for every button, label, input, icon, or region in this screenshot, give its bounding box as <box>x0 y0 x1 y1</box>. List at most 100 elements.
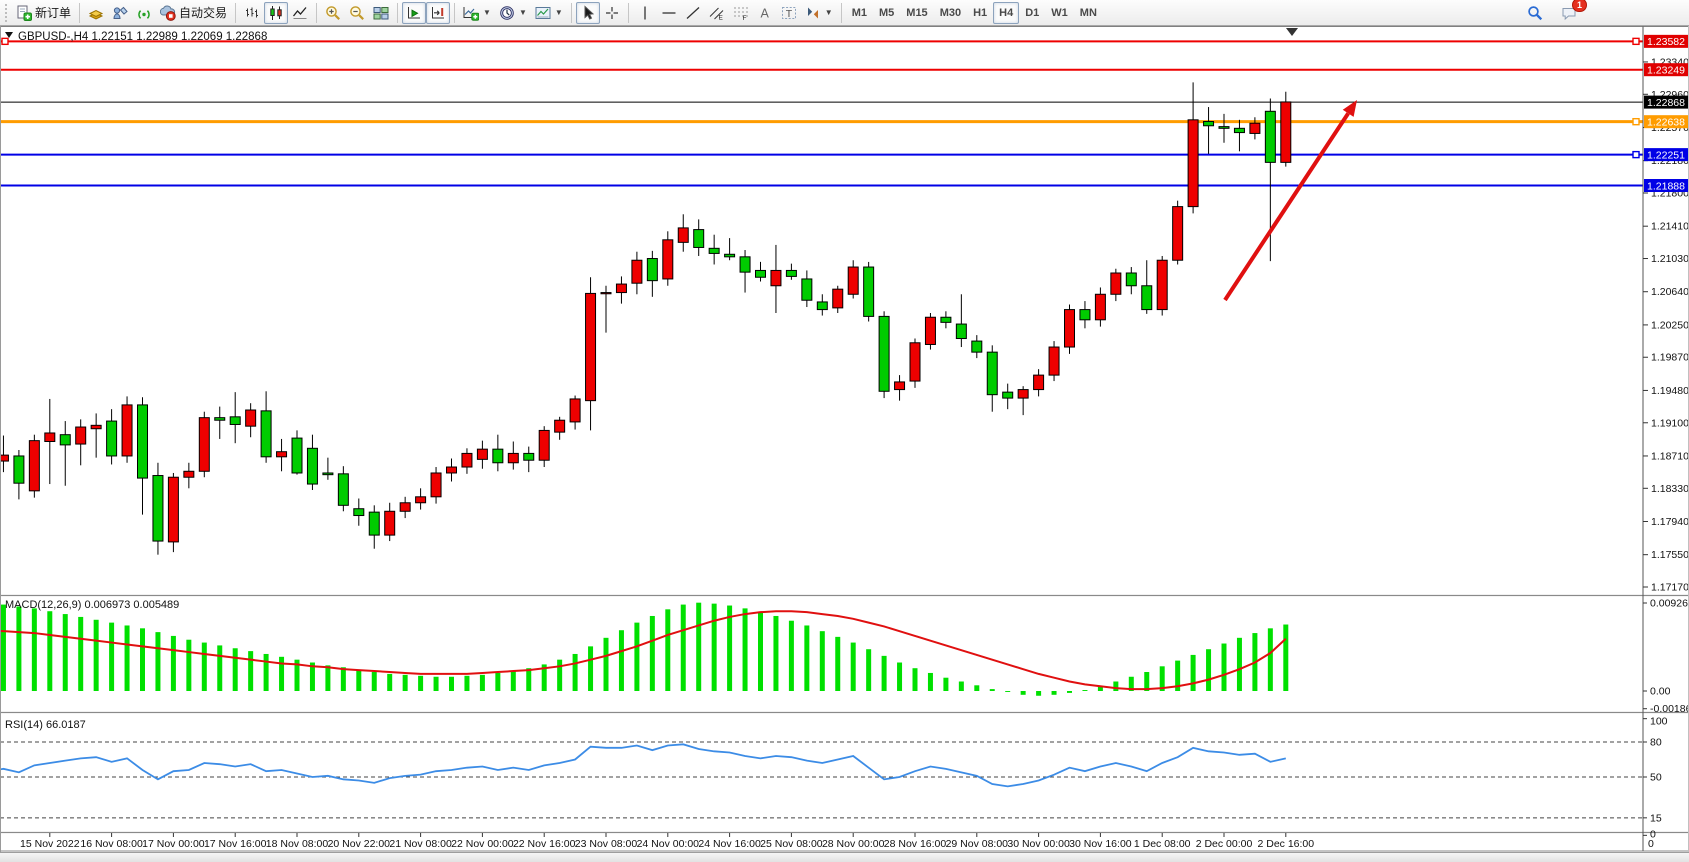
candle <box>1203 121 1215 127</box>
price-tick-label: 1.21410 <box>1651 221 1689 233</box>
line-chart-button[interactable] <box>288 2 312 24</box>
auto-scroll-button[interactable] <box>402 1 427 24</box>
trend-arrow[interactable] <box>1223 112 1350 302</box>
candle <box>1110 272 1122 295</box>
chevron-down-icon[interactable]: ▼ <box>483 8 491 17</box>
candle <box>1172 206 1184 261</box>
vertical-line-button[interactable] <box>633 2 657 24</box>
timeframe-mn-button[interactable]: MN <box>1079 6 1097 19</box>
time-tick-label: 18 Nov 08:00 <box>266 838 329 850</box>
candle <box>832 288 844 309</box>
timeframe-h1-button[interactable]: H1 <box>973 6 988 19</box>
candle <box>152 475 164 542</box>
profiles-icon <box>500 5 514 20</box>
cursor-icon <box>584 4 594 20</box>
line-handle[interactable] <box>1632 37 1640 46</box>
price-label: 1.21888 <box>1647 180 1685 192</box>
market-watch-button[interactable] <box>84 2 108 24</box>
timeframe-h4-button[interactable]: H4 <box>993 1 1020 24</box>
autotrading-button[interactable]: 自动交易 <box>156 2 231 24</box>
chevron-down-icon[interactable]: ▼ <box>554 8 563 17</box>
macd-bar <box>835 636 841 691</box>
strategy-tester-button[interactable] <box>108 2 132 24</box>
macd-bar <box>912 668 918 691</box>
new-chart-icon <box>463 6 480 21</box>
macd-signal-line <box>0 610 1287 691</box>
signals-button[interactable] <box>132 2 156 24</box>
notifications-button[interactable]: 1 <box>1557 0 1587 24</box>
zoom-in-button[interactable] <box>321 2 345 24</box>
chart-shift-button[interactable] <box>426 1 451 24</box>
candle <box>291 437 303 474</box>
templates-button[interactable]: ▼ <box>531 2 567 24</box>
time-tick-label: 28 Nov 00:00 <box>822 838 885 850</box>
macd-axis-label: 0.00 <box>1650 686 1671 698</box>
candle <box>569 398 581 423</box>
candle <box>986 351 998 396</box>
line-handle[interactable] <box>1632 150 1640 159</box>
price-label-box <box>1644 34 1688 48</box>
macd-bar <box>495 672 501 691</box>
candle <box>137 404 148 479</box>
timeframe-w1-button[interactable]: W1 <box>1051 6 1068 19</box>
arrows-button[interactable]: ▼ <box>801 2 837 24</box>
timeframe-m30-button[interactable]: M30 <box>939 6 962 19</box>
trend-arrow-head[interactable] <box>1342 100 1357 117</box>
line-handle[interactable] <box>1632 117 1640 126</box>
candle <box>368 511 380 536</box>
chart-menu-icon[interactable] <box>5 32 13 38</box>
candle <box>461 452 473 468</box>
macd-axis-label: -0.001865 <box>1650 703 1689 715</box>
macd-bar <box>279 656 285 691</box>
zoom-out-button[interactable] <box>345 2 369 24</box>
candle <box>894 381 906 391</box>
svg-text:F: F <box>742 15 746 21</box>
time-tick-label: 22 Nov 16:00 <box>513 838 576 850</box>
time-tick-label: 30 Nov 00:00 <box>1007 838 1070 850</box>
candle <box>693 229 705 248</box>
new-order-icon <box>17 5 32 21</box>
macd-bar <box>309 662 315 691</box>
line-handle[interactable] <box>1 37 9 46</box>
candlestick-chart-button[interactable] <box>264 1 289 24</box>
timeframe-m1-button[interactable]: M1 <box>851 6 867 19</box>
macd-bar <box>1036 691 1042 696</box>
text-button[interactable]: A <box>753 2 777 24</box>
timeframe-d1-button[interactable]: D1 <box>1025 6 1040 19</box>
search-button[interactable] <box>1523 2 1547 24</box>
trendline-button[interactable] <box>681 2 705 24</box>
cursor-button[interactable] <box>575 1 600 24</box>
price-tick-label: 1.17550 <box>1651 549 1689 561</box>
crosshair-button[interactable] <box>600 2 624 24</box>
rsi-line <box>0 743 1286 788</box>
time-tick-label: 24 Nov 00:00 <box>637 838 700 850</box>
macd-bar <box>758 612 763 691</box>
profiles-button[interactable]: ▼ <box>495 2 531 24</box>
fibonacci-button[interactable]: F <box>729 2 753 24</box>
candle <box>1125 272 1137 287</box>
chevron-down-icon[interactable]: ▼ <box>518 8 527 17</box>
macd-bar <box>1113 681 1119 691</box>
tile-windows-button[interactable] <box>369 2 393 24</box>
macd-bar <box>124 625 130 691</box>
candle <box>755 269 766 278</box>
macd-bar <box>897 662 903 691</box>
macd-bar <box>232 648 238 691</box>
time-axis-right-label: 0 <box>1648 838 1654 850</box>
equidistant-channel-button[interactable]: E <box>705 2 729 24</box>
horizontal-line-button[interactable] <box>657 2 681 24</box>
chevron-down-icon[interactable]: ▼ <box>824 8 833 17</box>
chart-shift-marker[interactable] <box>1286 28 1298 36</box>
macd-bar <box>1097 686 1103 691</box>
new-chart-button[interactable]: ▼ <box>459 2 495 24</box>
time-tick-label: 21 Nov 08:00 <box>389 838 452 850</box>
new-order-button[interactable]: 新订单 <box>12 2 75 24</box>
timeframe-m15-button[interactable]: M15 <box>906 6 928 19</box>
timeframe-m5-button[interactable]: M5 <box>879 6 895 19</box>
bar-chart-button[interactable] <box>240 2 264 24</box>
main-toolbar: 新订单 自动交易 ▼ ▼ ▼ E F A T ▼ M1 M5 M15 M30 H1 H4 D1 W1 MN 1 <box>0 0 1689 26</box>
chart-shift-icon <box>432 6 445 18</box>
macd-bar <box>418 675 424 691</box>
candle <box>106 420 118 457</box>
text-label-button[interactable]: T <box>777 2 801 24</box>
